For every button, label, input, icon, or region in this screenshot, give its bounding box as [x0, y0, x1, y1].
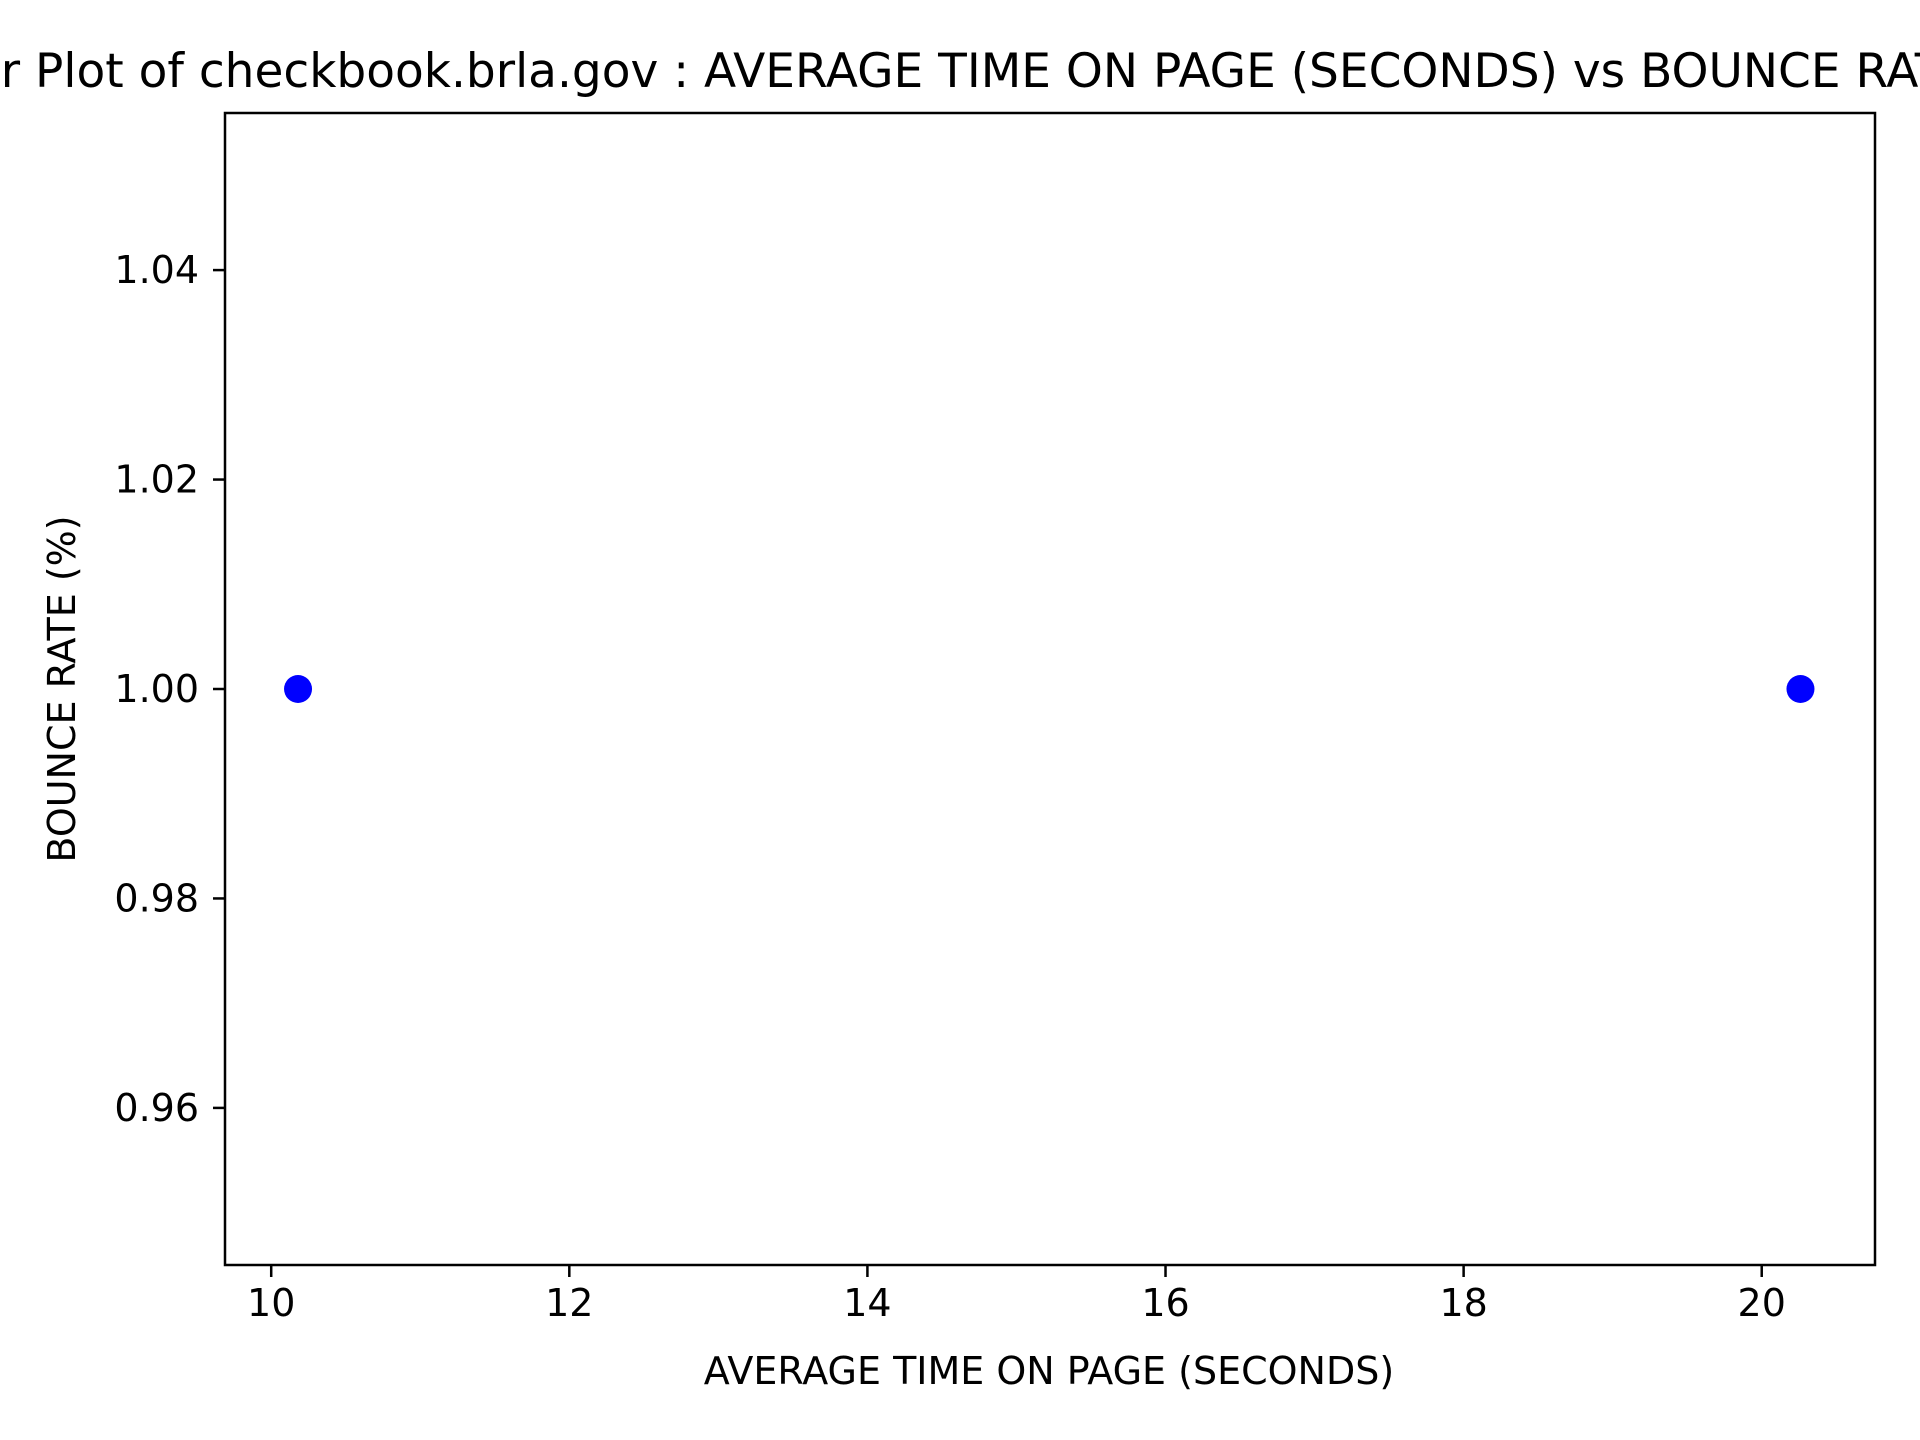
x-tick-label: 12 [545, 1281, 593, 1325]
y-tick-label: 0.96 [114, 1086, 199, 1130]
x-tick-label: 14 [843, 1281, 891, 1325]
x-axis-label: AVERAGE TIME ON PAGE (SECONDS) [704, 1349, 1394, 1393]
y-tick-label: 0.98 [114, 876, 199, 920]
y-tick-label: 1.02 [114, 458, 199, 502]
plot-area-frame [223, 111, 1877, 1267]
scatter-point [1786, 675, 1815, 703]
chart-title: Scatter Plot of checkbook.brla.gov : AVE… [0, 44, 1920, 99]
y-tick-label: 1.04 [114, 248, 199, 292]
y-axis-label: BOUNCE RATE (%) [40, 515, 84, 862]
scatter-point [284, 675, 313, 703]
x-tick-label: 20 [1738, 1281, 1786, 1325]
scatter-points [284, 675, 1815, 703]
x-axis-ticks: 10 12 14 16 18 20 [247, 1265, 1786, 1325]
x-tick-label: 18 [1439, 1281, 1487, 1325]
y-tick-label: 1.00 [114, 667, 199, 711]
x-tick-label: 16 [1141, 1281, 1189, 1325]
y-axis-ticks: 0.96 0.98 1.00 1.02 1.04 [114, 248, 225, 1130]
x-tick-label: 10 [247, 1281, 295, 1325]
